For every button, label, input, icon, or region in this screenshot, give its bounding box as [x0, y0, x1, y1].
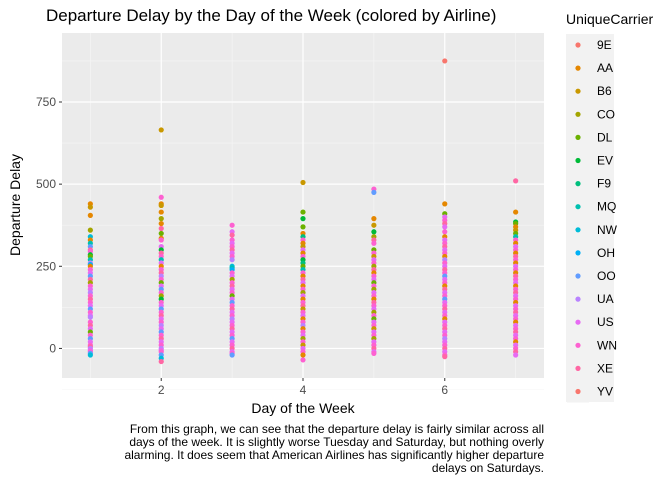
y-tick-label: 500	[36, 177, 56, 191]
axes: 2 4 6 0 250 500 750	[36, 95, 448, 397]
data-point	[158, 127, 164, 133]
data-point	[300, 352, 306, 358]
legend-label: NW	[597, 223, 618, 237]
data-point	[442, 229, 448, 235]
data-point	[442, 201, 448, 207]
legend-key-point	[575, 273, 581, 279]
legend-label: WN	[597, 338, 617, 352]
data-point	[371, 189, 377, 195]
legend-key-point	[575, 388, 581, 395]
legend-key-point	[575, 250, 581, 256]
data-point	[442, 224, 448, 230]
data-point	[300, 216, 306, 222]
legend-label: B6	[597, 84, 612, 98]
x-tick-label: 2	[158, 383, 165, 397]
data-point	[229, 352, 235, 358]
chart-caption: From this graph, we can see that the dep…	[124, 422, 544, 475]
legend-key-point	[575, 204, 581, 210]
data-point	[229, 232, 235, 238]
legend-label: MQ	[597, 200, 616, 214]
legend-label: EV	[597, 154, 613, 168]
data-point	[513, 178, 519, 184]
legend: UniqueCarrier 9E AA B6 CO DL EV F9 MQ NW OH OO UA US…	[566, 11, 653, 403]
data-point	[158, 220, 164, 227]
legend-key-point	[575, 42, 581, 48]
data-point	[87, 352, 93, 358]
data-points	[87, 58, 519, 365]
legend-label: OH	[597, 246, 615, 260]
data-point	[300, 224, 306, 230]
y-tick-label: 250	[36, 259, 56, 273]
data-point	[158, 209, 164, 215]
y-axis-title: Departure Delay	[7, 154, 23, 256]
data-point	[229, 222, 235, 228]
legend-label: F9	[597, 177, 611, 191]
data-point	[158, 202, 164, 209]
data-point	[371, 229, 377, 235]
data-point	[87, 314, 93, 320]
data-point	[229, 257, 235, 263]
y-tick-label: 0	[49, 341, 56, 355]
data-point	[158, 230, 164, 237]
data-point	[87, 227, 93, 233]
data-point	[300, 357, 306, 363]
chart-title: Departure Delay by the Day of the Week (…	[46, 6, 496, 25]
legend-key-point	[575, 296, 581, 302]
data-point	[300, 179, 306, 186]
legend-title: UniqueCarrier	[566, 11, 653, 27]
legend-key-point	[575, 157, 581, 164]
data-point	[371, 216, 377, 222]
data-point	[442, 354, 448, 360]
data-point	[513, 352, 519, 358]
legend-key-point	[575, 319, 581, 325]
x-axis-title: Day of the Week	[251, 400, 355, 416]
legend-key-point	[575, 365, 581, 371]
data-point	[300, 209, 306, 215]
data-point	[158, 358, 164, 365]
legend-label: UA	[597, 292, 614, 306]
y-tick-label: 750	[36, 95, 56, 109]
legend-key-point	[575, 227, 581, 233]
legend-label: AA	[597, 61, 613, 75]
data-point	[87, 204, 93, 210]
data-point	[87, 212, 93, 218]
legend-key-point	[575, 88, 581, 94]
data-point	[371, 222, 377, 228]
legend-key-point	[575, 134, 581, 140]
legend-label: OO	[597, 269, 616, 283]
legend-label: CO	[597, 107, 615, 121]
legend-key-point	[575, 111, 581, 117]
data-point	[158, 237, 164, 243]
data-point	[158, 225, 164, 232]
x-tick-label: 4	[300, 383, 307, 397]
legend-key-point	[575, 65, 581, 71]
legend-label: US	[597, 315, 614, 329]
legend-key-point	[575, 342, 581, 348]
legend-label: XE	[597, 361, 613, 375]
data-point	[513, 209, 519, 215]
legend-label: 9E	[597, 38, 612, 52]
data-point	[158, 194, 164, 200]
legend-label: DL	[597, 130, 613, 144]
legend-key-point	[575, 181, 581, 187]
legend-label: YV	[597, 385, 613, 399]
x-tick-label: 6	[441, 383, 448, 397]
data-point	[371, 240, 377, 246]
data-point	[371, 350, 377, 356]
data-point	[158, 216, 164, 222]
data-point	[442, 58, 448, 64]
